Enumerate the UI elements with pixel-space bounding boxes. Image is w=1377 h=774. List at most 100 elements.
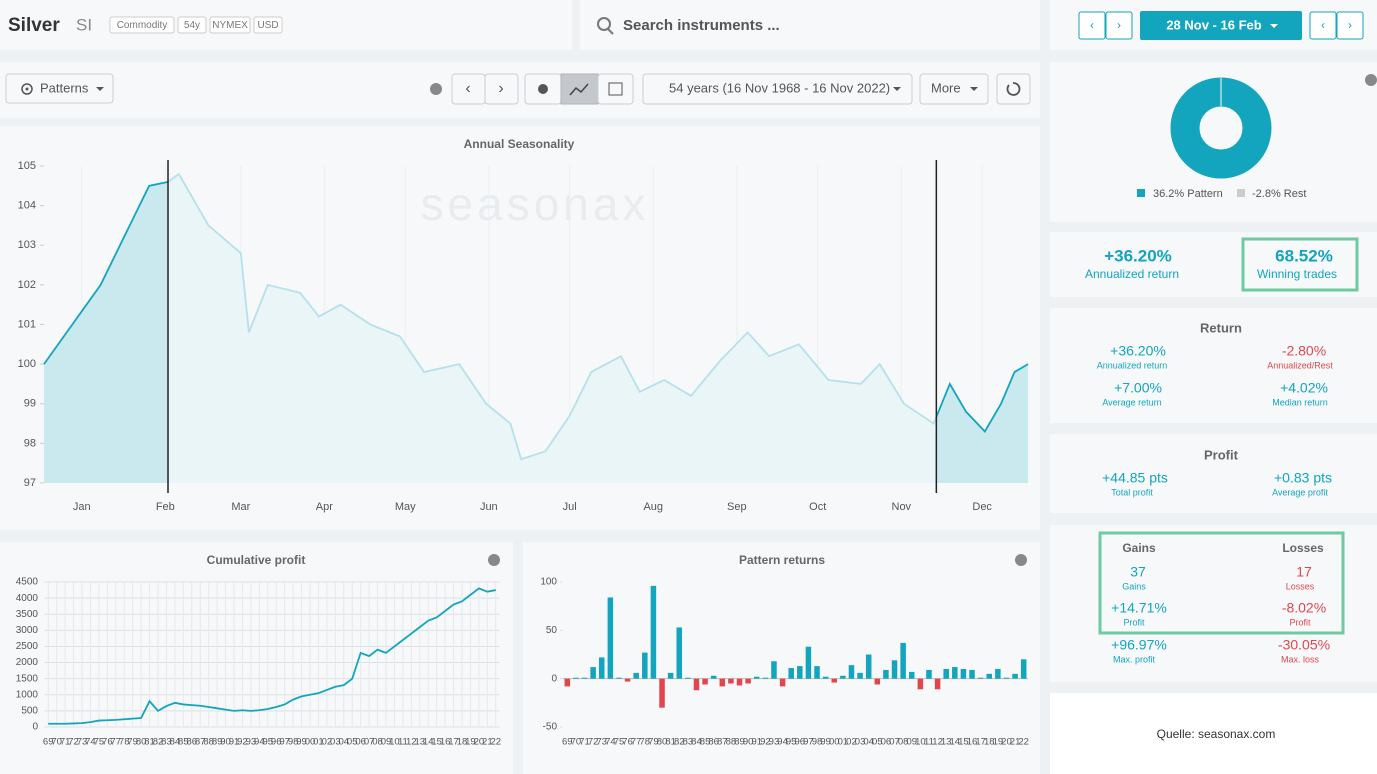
reset-button[interactable]	[996, 73, 1031, 105]
x-tick-label: 74	[85, 737, 96, 748]
x-tick-label: 05	[347, 737, 358, 748]
next-button[interactable]	[1105, 11, 1133, 40]
x-tick-label: 87	[195, 737, 206, 748]
bar	[874, 678, 881, 685]
x-tick-label: 84	[691, 737, 702, 748]
patterns-label: Patterns	[40, 80, 89, 95]
stat-value: +96.97%	[1111, 637, 1167, 653]
date-range-button[interactable]	[1140, 11, 1302, 40]
bar	[822, 676, 829, 679]
search-panel	[580, 0, 1040, 50]
x-tick-label: 88	[203, 737, 214, 748]
x-tick-label: 80	[136, 737, 147, 748]
more-button[interactable]	[919, 73, 989, 105]
x-tick-label: 70	[571, 737, 582, 748]
y-tick-label: 2500	[16, 641, 39, 652]
bar	[900, 642, 906, 679]
tag-box	[109, 16, 175, 34]
x-tick-label: 91	[751, 737, 762, 748]
x-tick-label: 97	[803, 737, 814, 748]
stat-label: Max. profit	[1113, 654, 1156, 664]
prev-button[interactable]	[1309, 11, 1337, 40]
chart-title: Cumulative profit	[207, 553, 306, 567]
bar	[977, 677, 984, 679]
y-tick-label: 1000	[16, 689, 39, 700]
stat-label: Losses	[1286, 581, 1315, 591]
x-tick-label: 14	[423, 737, 434, 748]
stat-value: +4.02%	[1280, 380, 1328, 396]
x-tick-label: 69	[562, 737, 573, 748]
x-tick-label: 78	[119, 737, 130, 748]
x-tick-label: 22	[1018, 737, 1029, 748]
x-tick-label: 01	[838, 737, 849, 748]
x-tick-label: 92	[760, 737, 771, 748]
icon	[569, 83, 589, 96]
highlight-box	[1098, 531, 1345, 635]
caret	[970, 87, 978, 91]
x-tick-label: Nov	[892, 501, 912, 513]
bar	[590, 667, 596, 679]
x-tick-label: 82	[153, 737, 164, 748]
bar	[702, 678, 708, 685]
return-panel	[1050, 308, 1377, 423]
y-tick-label: 3000	[16, 625, 39, 636]
bar	[650, 585, 657, 679]
stat-label: Annualized return	[1097, 360, 1168, 370]
x-tick-label: 17	[448, 737, 459, 748]
y-tick-label: 100	[18, 358, 36, 370]
stat-label: Profit	[1123, 617, 1145, 627]
chart-title: Pattern returns	[739, 553, 825, 567]
x-tick-label: 95	[786, 737, 797, 748]
tag: USD	[257, 20, 278, 31]
bar	[960, 669, 967, 679]
x-tick-label: 22	[490, 737, 501, 748]
bar	[624, 678, 631, 682]
stat-label: Average return	[1102, 397, 1161, 407]
bar	[710, 675, 717, 679]
stat-value: +44.85 pts	[1102, 470, 1168, 486]
bar	[676, 627, 683, 679]
x-tick-label: 81	[665, 737, 676, 748]
icon	[25, 87, 29, 91]
bar	[573, 677, 579, 679]
stat-value: +0.83 pts	[1274, 470, 1332, 486]
y-tick-label: 4500	[16, 577, 39, 588]
next-icon: ›	[1117, 18, 1121, 32]
x-tick-label: Jul	[563, 501, 577, 513]
legend-swatch	[1237, 189, 1245, 197]
x-tick-label: 75	[614, 737, 625, 748]
next-button[interactable]	[484, 73, 519, 105]
legend-swatch	[1137, 189, 1145, 197]
x-tick-label: 78	[640, 737, 651, 748]
x-tick-label: 19	[993, 737, 1004, 748]
bar	[685, 677, 691, 679]
bar	[952, 667, 958, 679]
x-tick-label: 83	[161, 737, 172, 748]
bar	[693, 678, 700, 691]
bar	[943, 669, 949, 679]
x-tick-label: 89	[212, 737, 223, 748]
bar	[779, 678, 786, 687]
search-input[interactable]: Search instruments ...	[623, 17, 780, 34]
period-button[interactable]	[642, 73, 913, 105]
calendar-button[interactable]	[597, 73, 634, 105]
x-tick-label: 77	[110, 737, 121, 748]
next-button[interactable]	[1336, 11, 1364, 40]
y-tick-label: 100	[540, 577, 557, 588]
bar	[857, 672, 863, 679]
bar	[883, 669, 889, 679]
chart-button[interactable]	[560, 73, 599, 105]
bar	[607, 597, 614, 679]
bar	[633, 672, 639, 679]
highlight-box	[1241, 237, 1359, 292]
next-icon: ›	[1348, 18, 1352, 32]
bar	[814, 666, 820, 679]
prev-button[interactable]	[1078, 11, 1106, 40]
x-tick-label: 07	[889, 737, 900, 748]
x-tick-label: 76	[622, 737, 633, 748]
bar	[667, 672, 674, 679]
bar	[719, 678, 726, 687]
x-tick-label: Apr	[316, 501, 333, 513]
y-tick-label: 102	[18, 279, 36, 291]
patterns-button[interactable]	[5, 73, 114, 104]
